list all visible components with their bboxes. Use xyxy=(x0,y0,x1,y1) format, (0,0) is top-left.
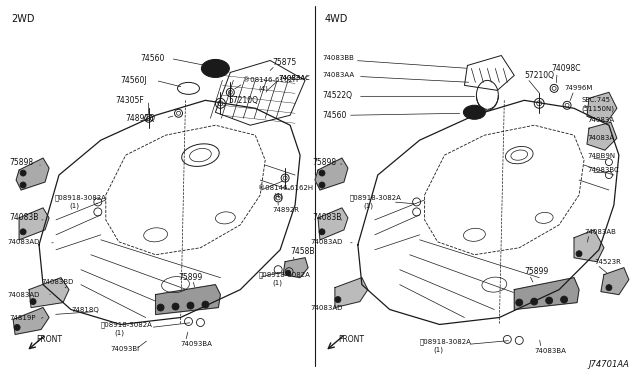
Text: 74083A: 74083A xyxy=(587,117,614,123)
Circle shape xyxy=(14,324,20,330)
Polygon shape xyxy=(283,258,308,278)
Text: 74093BA: 74093BA xyxy=(180,341,212,347)
Text: (51150N): (51150N) xyxy=(581,105,614,112)
Text: 2WD: 2WD xyxy=(11,14,35,24)
Polygon shape xyxy=(515,278,579,310)
Text: 74083AD: 74083AD xyxy=(310,305,342,311)
Circle shape xyxy=(30,299,36,305)
Text: 74560: 74560 xyxy=(322,111,346,120)
Text: 75899: 75899 xyxy=(179,273,203,282)
Text: 4WD: 4WD xyxy=(325,14,348,24)
Circle shape xyxy=(202,301,209,308)
Text: 75875: 75875 xyxy=(272,58,296,67)
Text: ®08146-6162H: ®08146-6162H xyxy=(243,77,298,83)
Circle shape xyxy=(576,251,582,257)
Circle shape xyxy=(285,270,291,275)
Text: 74083BD: 74083BD xyxy=(41,279,74,285)
Polygon shape xyxy=(587,92,617,122)
Text: ⓝ08918-3082A: ⓝ08918-3082A xyxy=(258,271,310,278)
Text: 74083BB: 74083BB xyxy=(322,55,354,61)
Text: 74083AD: 74083AD xyxy=(7,292,40,298)
Polygon shape xyxy=(318,208,348,240)
Text: ⓝ08918-3082A: ⓝ08918-3082A xyxy=(101,321,153,328)
Text: (4): (4) xyxy=(273,193,283,199)
Text: 57210Q: 57210Q xyxy=(228,96,259,105)
Text: 74083B: 74083B xyxy=(9,214,38,222)
Text: 75899: 75899 xyxy=(524,267,548,276)
Text: ⓝ08918-3082A: ⓝ08918-3082A xyxy=(420,338,472,345)
Polygon shape xyxy=(29,278,69,308)
Polygon shape xyxy=(19,208,49,240)
Polygon shape xyxy=(156,285,220,314)
Text: 74083AD: 74083AD xyxy=(7,239,40,245)
Text: 74305F: 74305F xyxy=(116,96,145,105)
Text: 74BB9N: 74BB9N xyxy=(587,153,615,159)
Text: 74560J: 74560J xyxy=(121,76,147,85)
Text: 74892Q: 74892Q xyxy=(125,114,156,123)
Text: FRONT: FRONT xyxy=(338,335,364,344)
Text: 7458B: 7458B xyxy=(290,247,315,256)
Circle shape xyxy=(335,296,341,302)
Ellipse shape xyxy=(202,60,229,77)
Text: (1): (1) xyxy=(433,346,444,353)
Polygon shape xyxy=(601,268,629,295)
Text: 74996M: 74996M xyxy=(564,85,593,92)
Text: (1): (1) xyxy=(364,203,374,209)
Circle shape xyxy=(172,303,179,310)
Text: 74818Q: 74818Q xyxy=(71,307,99,312)
Text: (1): (1) xyxy=(115,329,125,336)
Circle shape xyxy=(157,304,164,311)
Text: ⓝ08918-3082A: ⓝ08918-3082A xyxy=(350,195,402,201)
Text: 74523R: 74523R xyxy=(594,259,621,265)
Text: 57210Q: 57210Q xyxy=(524,71,554,80)
Circle shape xyxy=(516,299,523,306)
Text: 74083AD: 74083AD xyxy=(310,239,342,245)
Polygon shape xyxy=(315,158,348,190)
Polygon shape xyxy=(335,278,368,308)
Polygon shape xyxy=(16,158,49,190)
Text: 74083Aс: 74083Aс xyxy=(278,76,309,81)
Text: FRONT: FRONT xyxy=(36,335,62,344)
Circle shape xyxy=(319,229,325,235)
Circle shape xyxy=(20,229,26,235)
Circle shape xyxy=(561,296,568,303)
Text: SEC.745: SEC.745 xyxy=(581,97,610,103)
Text: J74701AA: J74701AA xyxy=(588,360,629,369)
Text: 74892R: 74892R xyxy=(272,207,299,213)
Text: 75898: 75898 xyxy=(9,158,33,167)
Text: 74083AB: 74083AB xyxy=(584,229,616,235)
Text: 74083AA: 74083AA xyxy=(322,73,354,78)
Text: 75898: 75898 xyxy=(312,158,336,167)
Circle shape xyxy=(546,297,552,304)
Text: 74093BI: 74093BI xyxy=(111,346,140,352)
Circle shape xyxy=(606,285,612,291)
Circle shape xyxy=(187,302,194,309)
Text: 74083B: 74083B xyxy=(312,214,341,222)
Circle shape xyxy=(531,298,538,305)
Text: (1): (1) xyxy=(69,203,79,209)
Text: 74098C: 74098C xyxy=(551,64,580,73)
Polygon shape xyxy=(13,308,49,334)
Circle shape xyxy=(20,170,26,176)
Text: 74083AC: 74083AC xyxy=(278,76,310,81)
Polygon shape xyxy=(574,230,604,262)
Text: ®08146-6162H: ®08146-6162H xyxy=(258,185,314,191)
Text: 74083A: 74083A xyxy=(587,135,614,141)
Text: 74560: 74560 xyxy=(141,54,165,63)
Polygon shape xyxy=(587,122,617,150)
Circle shape xyxy=(319,170,325,176)
Text: 74522Q: 74522Q xyxy=(322,91,352,100)
Circle shape xyxy=(319,182,325,188)
Ellipse shape xyxy=(463,105,485,119)
Text: (1): (1) xyxy=(272,279,282,286)
Text: 74819P: 74819P xyxy=(9,314,36,321)
Text: ⓝ08918-3082A: ⓝ08918-3082A xyxy=(55,195,107,201)
Text: 74083BC: 74083BC xyxy=(587,167,619,173)
Text: (4): (4) xyxy=(258,85,268,92)
Text: 74083BA: 74083BA xyxy=(534,349,566,355)
Circle shape xyxy=(20,182,26,188)
